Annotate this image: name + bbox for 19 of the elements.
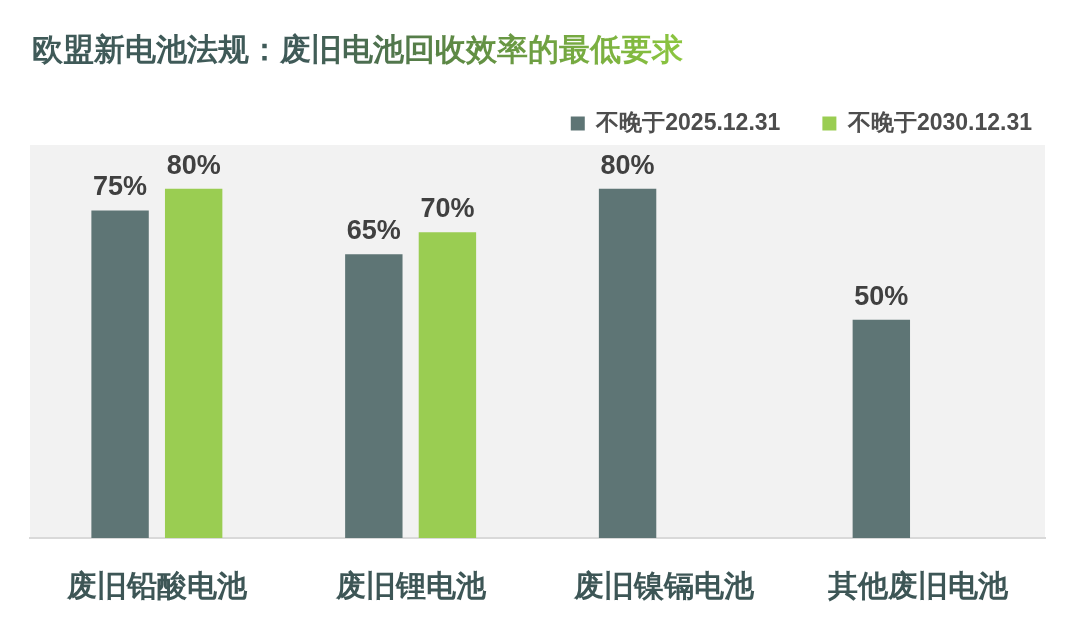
data-label: 50% xyxy=(854,280,909,311)
legend-label: 不晚于2025.12.31 xyxy=(595,108,781,135)
data-label: 65% xyxy=(346,215,401,246)
x-tick-label: 其他废旧电池 xyxy=(827,569,1010,603)
x-tick-label: 废旧镍镉电池 xyxy=(573,569,756,603)
chart-title: 欧盟新电池法规：废旧电池回收效率的最低要求 xyxy=(32,31,683,69)
data-label: 70% xyxy=(420,193,475,224)
data-label: 75% xyxy=(93,171,148,202)
data-label: 80% xyxy=(600,149,655,180)
bar xyxy=(418,232,477,538)
bar xyxy=(852,319,911,538)
x-tick-label: 废旧铅酸电池 xyxy=(65,569,248,603)
bar xyxy=(164,188,223,538)
x-tick-label: 废旧锂电池 xyxy=(334,569,487,603)
legend-label: 不晚于2030.12.31 xyxy=(846,108,1033,135)
data-label: 80% xyxy=(166,149,221,180)
bar xyxy=(345,254,403,538)
bar xyxy=(598,188,657,538)
bar xyxy=(91,210,149,538)
